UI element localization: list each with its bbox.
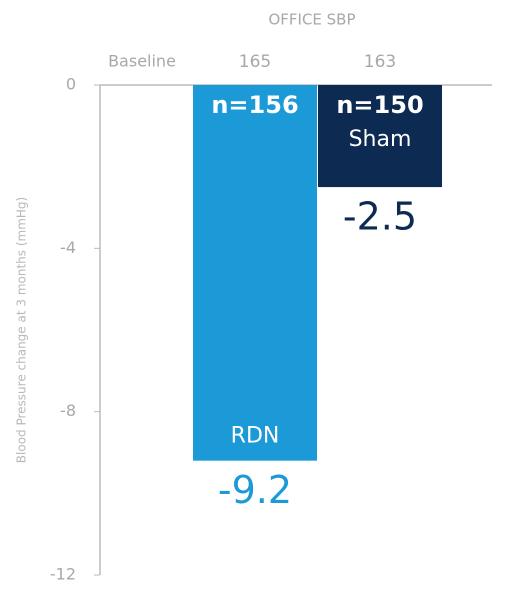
category-label: Sham bbox=[349, 127, 412, 152]
value-label: -2.5 bbox=[343, 195, 417, 239]
y-tick-label: 0 bbox=[66, 75, 76, 94]
category-label: RDN bbox=[231, 424, 280, 449]
y-tick-label: -8 bbox=[60, 401, 76, 420]
chart-title: OFFICE SBP bbox=[268, 11, 355, 29]
n-label: n=156 bbox=[211, 91, 298, 119]
bar bbox=[318, 85, 442, 188]
y-tick-label: -12 bbox=[50, 565, 76, 584]
value-label: -9.2 bbox=[218, 468, 292, 512]
n-label: n=150 bbox=[336, 91, 423, 119]
y-axis-label: Blood Pressure change at 3 months (mmHg) bbox=[15, 197, 29, 463]
baseline-value: 165 bbox=[239, 52, 271, 72]
bar bbox=[193, 85, 317, 461]
y-tick-label: -4 bbox=[60, 238, 76, 257]
baseline-label: Baseline bbox=[108, 52, 176, 71]
baseline-value: 163 bbox=[364, 52, 396, 72]
